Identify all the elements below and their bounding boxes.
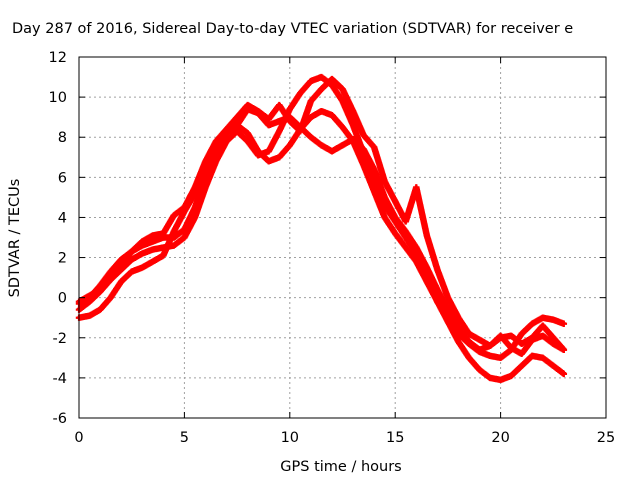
y-tick-label: 2 [58, 251, 67, 267]
y-axis-label: SDTVAR / TECUs [7, 179, 23, 298]
x-tick-label: 5 [180, 430, 189, 446]
x-tick-label: 20 [491, 430, 509, 446]
y-tick-label: 0 [58, 291, 67, 307]
x-tick-label: 15 [386, 430, 404, 446]
y-tick-label: 12 [49, 50, 67, 66]
series-trail [76, 106, 567, 353]
y-tick-label: 8 [58, 130, 67, 146]
plot-frame [78, 56, 607, 419]
series-trail [76, 74, 567, 383]
series-track-3 [75, 105, 568, 354]
series-track-2 [75, 73, 568, 384]
series-trail [76, 76, 566, 357]
chart-title: Day 287 of 2016, Sidereal Day-to-day VTE… [12, 21, 573, 37]
y-tick-label: 6 [58, 170, 67, 186]
x-axis-label: GPS time / hours [280, 459, 401, 475]
data-marks [75, 73, 568, 384]
y-tick-label: -4 [53, 371, 67, 387]
y-tick-label: -6 [53, 411, 67, 427]
x-tick-label: 10 [281, 430, 299, 446]
y-tick-label: 4 [58, 210, 67, 226]
series-track-4 [75, 75, 568, 358]
axis-ticks: 0 5 10 15 20 25 -6 -4 -2 0 2 4 6 8 10 12 [49, 50, 616, 446]
y-tick-label: 10 [49, 90, 67, 106]
x-tick-label: 0 [74, 430, 83, 446]
x-tick-label: 25 [597, 430, 615, 446]
y-tick-label: -2 [53, 331, 67, 347]
